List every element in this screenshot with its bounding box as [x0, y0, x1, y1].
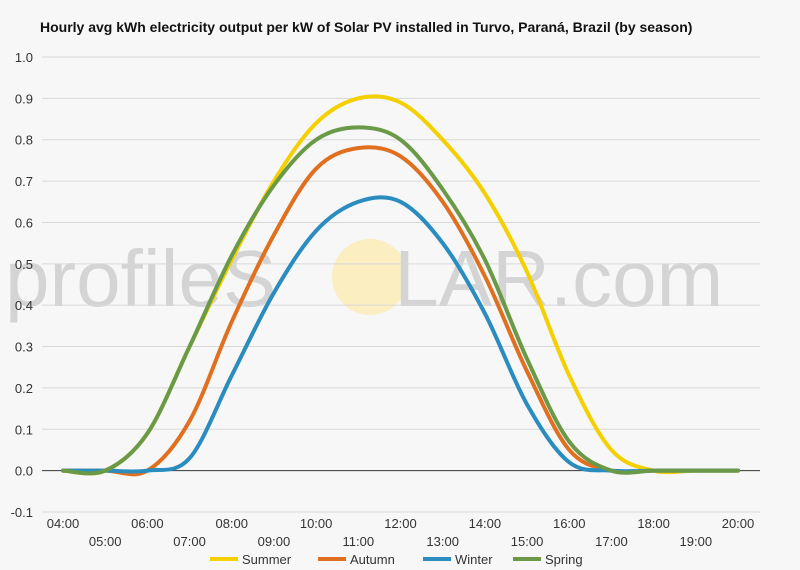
x-tick-label: 05:00: [89, 534, 122, 549]
x-tick-label: 07:00: [173, 534, 206, 549]
x-tick-label: 15:00: [511, 534, 544, 549]
x-tick-label: 12:00: [384, 516, 417, 531]
x-tick-label: 18:00: [637, 516, 670, 531]
y-tick-label: 1.0: [15, 50, 33, 65]
x-tick-label: 13:00: [426, 534, 459, 549]
y-tick-label: 0.0: [15, 464, 33, 479]
y-tick-label: -0.1: [11, 505, 33, 520]
legend-label-winter: Winter: [455, 552, 493, 567]
x-tick-label: 20:00: [722, 516, 755, 531]
x-tick-label: 11:00: [343, 534, 375, 549]
x-tick-label: 09:00: [258, 534, 291, 549]
y-tick-label: 0.6: [15, 215, 33, 230]
chart-title: Hourly avg kWh electricity output per kW…: [40, 19, 693, 35]
watermark: profileS LAR.com: [5, 234, 723, 323]
y-tick-label: 0.7: [15, 174, 33, 189]
x-tick-label: 19:00: [680, 534, 713, 549]
y-tick-label: 0.2: [15, 381, 33, 396]
x-tick-label: 08:00: [215, 516, 248, 531]
x-tick-label: 06:00: [131, 516, 164, 531]
legend-label-summer: Summer: [242, 552, 292, 567]
x-tick-label: 14:00: [469, 516, 502, 531]
y-tick-label: 0.8: [15, 133, 33, 148]
watermark-sun-logo: [332, 239, 408, 315]
x-tick-label: 04:00: [47, 516, 80, 531]
y-tick-label: 0.1: [15, 422, 33, 437]
legend-label-autumn: Autumn: [350, 552, 395, 567]
x-tick-label: 17:00: [595, 534, 628, 549]
y-tick-label: 0.4: [15, 298, 33, 313]
legend-label-spring: Spring: [545, 552, 583, 567]
y-tick-label: 0.3: [15, 340, 33, 355]
series-line-spring: [61, 125, 740, 476]
y-tick-label: 0.5: [15, 257, 33, 272]
x-tick-label: 10:00: [300, 516, 333, 531]
y-tick-label: 0.9: [15, 91, 33, 106]
x-tick-label: 16:00: [553, 516, 586, 531]
